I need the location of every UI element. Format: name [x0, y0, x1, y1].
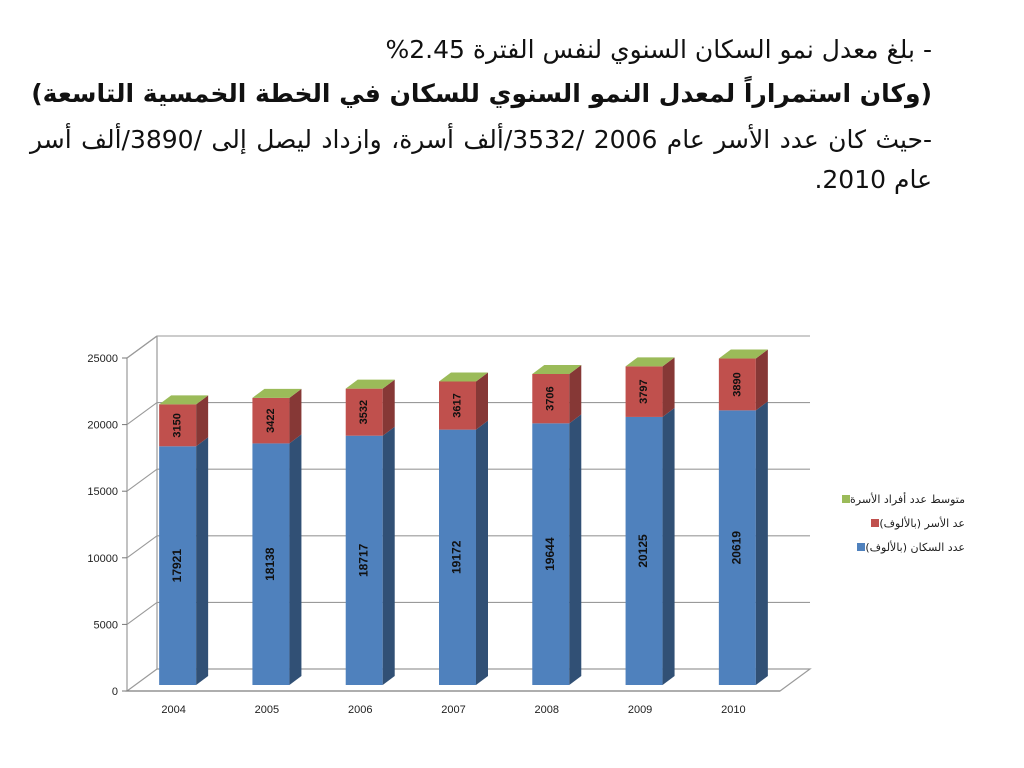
data-label-households: 3617 — [451, 393, 463, 417]
data-label-population: 19172 — [450, 540, 464, 574]
gridline-side — [127, 403, 157, 425]
bar-population-side — [289, 434, 301, 685]
y-tick-label: 20000 — [87, 420, 118, 432]
chart-legend: متوسط عدد أفراد الأسرة عد الأسر (بالألوف… — [838, 487, 965, 559]
data-label-population: 20619 — [730, 531, 744, 565]
bar-households-side — [289, 389, 301, 444]
bar-households-side — [476, 372, 488, 429]
legend-swatch-blue — [857, 543, 865, 551]
gridline-side — [127, 536, 157, 558]
data-label-population: 19644 — [543, 537, 557, 571]
data-label-population: 18138 — [263, 547, 277, 581]
legend-label-avg-size: متوسط عدد أفراد الأسرة — [850, 493, 965, 506]
x-tick-label: 2007 — [441, 704, 465, 716]
bar-population-side — [196, 437, 208, 685]
data-label-households: 3797 — [638, 379, 650, 403]
stacked-bar-chart: 0 5000 10000 15000 20000 25000 17921 3150 2004 18… — [0, 0, 1024, 768]
data-label-households: 3150 — [172, 413, 184, 437]
bar-households-side — [383, 380, 395, 436]
bar-households-side — [569, 365, 581, 423]
x-tick-label: 2008 — [535, 704, 559, 716]
bar-population-side — [756, 401, 768, 685]
data-label-households: 3532 — [358, 400, 370, 424]
data-label-households: 3890 — [731, 372, 743, 396]
legend-label-population: عدد السكان (بالألوف) — [865, 541, 965, 554]
y-tick-label: 5000 — [94, 619, 118, 631]
bar-population-side — [383, 427, 395, 685]
legend-label-households: عد الأسر (بالألوف) — [879, 517, 965, 530]
bar-households-side — [663, 357, 675, 417]
legend-swatch-red — [871, 519, 879, 527]
data-label-households: 3422 — [265, 408, 277, 432]
legend-item-households: عد الأسر (بالألوف) — [838, 511, 965, 535]
data-label-households: 3706 — [545, 386, 557, 410]
bar-population-side — [569, 414, 581, 685]
y-tick-label: 15000 — [87, 486, 118, 498]
x-tick-label: 2010 — [721, 704, 745, 716]
bar-households-side — [756, 350, 768, 411]
gridline-side — [127, 602, 157, 624]
data-label-population: 20125 — [636, 534, 650, 568]
legend-item-population: عدد السكان (بالألوف) — [838, 535, 965, 559]
legend-item-avg-size: متوسط عدد أفراد الأسرة — [838, 487, 965, 511]
x-tick-label: 2004 — [161, 704, 185, 716]
data-label-population: 17921 — [170, 549, 184, 583]
gridline-side — [127, 469, 157, 491]
y-tick-label: 25000 — [87, 353, 118, 365]
bar-population-side — [663, 408, 675, 685]
gridline-side — [127, 336, 157, 358]
bar-population-side — [476, 421, 488, 685]
x-tick-label: 2005 — [255, 704, 279, 716]
data-label-population: 18717 — [356, 543, 370, 577]
y-tick-label: 0 — [112, 686, 118, 698]
x-tick-label: 2009 — [628, 704, 652, 716]
x-tick-label: 2006 — [348, 704, 372, 716]
legend-swatch-green — [842, 495, 850, 503]
y-tick-label: 10000 — [87, 553, 118, 565]
